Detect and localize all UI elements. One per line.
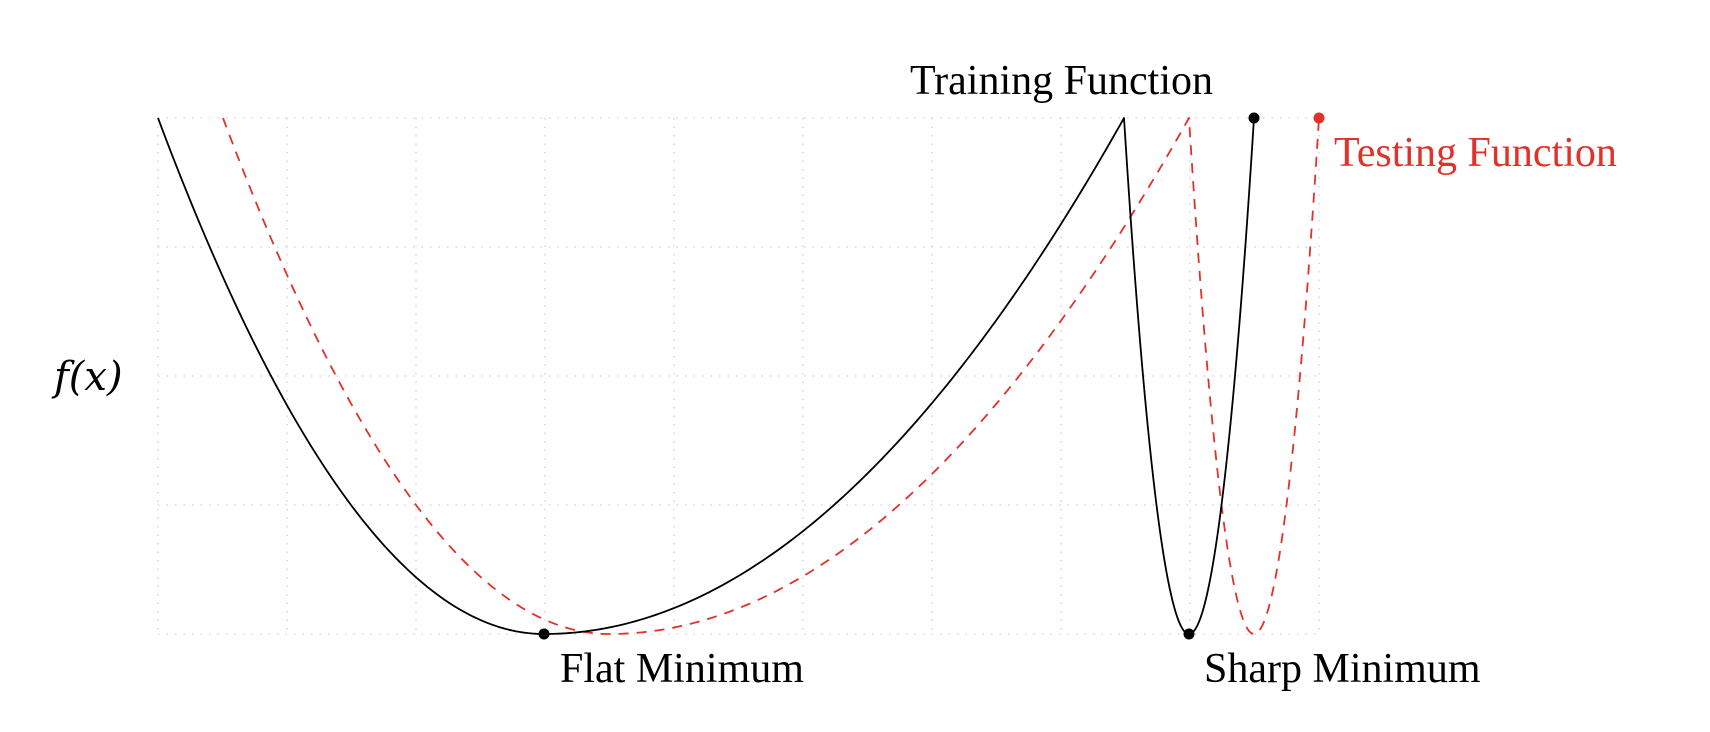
testing-function-label: Testing Function xyxy=(1334,130,1617,176)
training-function-endpoint-marker xyxy=(1248,112,1260,124)
flat-minimum-marker xyxy=(538,628,550,640)
flat-minimum-label: Flat Minimum xyxy=(560,646,804,692)
sharp-minimum-marker xyxy=(1183,628,1195,640)
grid xyxy=(157,117,1320,635)
training-function-curve xyxy=(157,117,1255,635)
sharp-minimum-label: Sharp Minimum xyxy=(1204,646,1481,692)
training-function-label: Training Function xyxy=(910,58,1213,104)
testing-function-curve xyxy=(222,117,1320,635)
testing-function-endpoint-marker xyxy=(1313,112,1325,124)
y-axis-label: f(x) xyxy=(51,354,123,400)
